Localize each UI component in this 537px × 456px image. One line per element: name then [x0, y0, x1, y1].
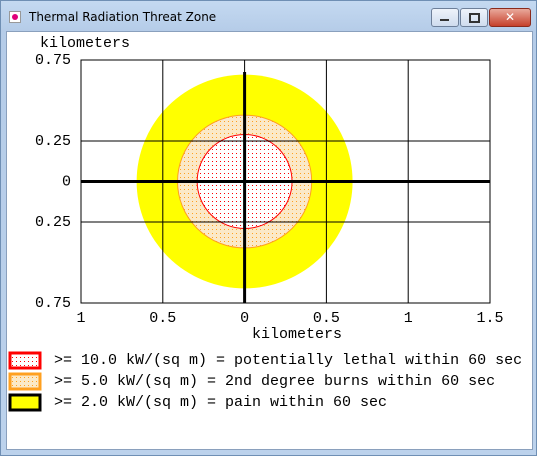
- maximize-button[interactable]: [460, 8, 488, 27]
- x-tick-label: 0: [240, 310, 249, 327]
- x-axis-label: kilometers: [252, 326, 342, 343]
- y-tick-label: 0.25: [35, 133, 71, 150]
- y-tick-label: 0.75: [35, 52, 71, 69]
- legend-label: >= 2.0 kW/(sq m) = pain within 60 sec: [54, 394, 387, 411]
- chart: kilometers kilometers 1 0.5 0 0.5 1 1.5 0.75 0.…: [8, 35, 522, 412]
- x-tick-label: 0.5: [149, 310, 176, 327]
- close-button[interactable]: ✕: [489, 8, 531, 27]
- legend-swatch: [8, 372, 42, 391]
- legend-swatch: [8, 393, 42, 412]
- legend-swatch: [8, 351, 42, 370]
- client-area: kilometers kilometers 1 0.5 0 0.5 1 1.5 0.75 0.…: [6, 31, 533, 450]
- legend-label: >= 5.0 kW/(sq m) = 2nd degree burns with…: [54, 373, 495, 390]
- y-tick-label: 0.25: [35, 214, 71, 231]
- y-axis-label: kilometers: [40, 35, 130, 52]
- app-icon: [9, 11, 21, 23]
- y-tick-label: 0.75: [35, 295, 71, 312]
- x-tick-label: 1: [404, 310, 413, 327]
- x-tick-label: 0.5: [313, 310, 340, 327]
- window-title: Thermal Radiation Threat Zone: [29, 10, 217, 24]
- x-tick-label: 1: [76, 310, 85, 327]
- x-tick-label: 1.5: [476, 310, 503, 327]
- legend-label: >= 10.0 kW/(sq m) = potentially lethal w…: [54, 352, 522, 369]
- title-bar: Thermal Radiation Threat Zone ✕: [1, 1, 536, 31]
- y-tick-label: 0: [62, 173, 71, 190]
- minimize-button[interactable]: [431, 8, 459, 27]
